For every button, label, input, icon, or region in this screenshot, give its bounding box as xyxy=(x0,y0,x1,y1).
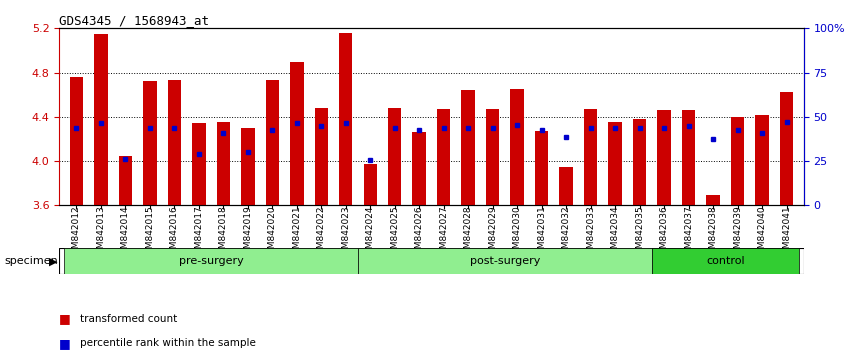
Text: post-surgery: post-surgery xyxy=(470,256,540,266)
Bar xyxy=(608,122,622,205)
Text: control: control xyxy=(706,256,744,266)
Bar xyxy=(535,131,548,205)
Text: GDS4345 / 1568943_at: GDS4345 / 1568943_at xyxy=(59,14,209,27)
Text: GSM842030: GSM842030 xyxy=(513,205,522,260)
Bar xyxy=(241,128,255,205)
Bar xyxy=(364,164,377,205)
Bar xyxy=(69,77,83,205)
Text: GSM842035: GSM842035 xyxy=(635,205,644,260)
Bar xyxy=(584,109,597,205)
Text: GSM842021: GSM842021 xyxy=(292,205,301,260)
Bar xyxy=(461,90,475,205)
Text: GSM842036: GSM842036 xyxy=(660,205,668,260)
Bar xyxy=(388,108,402,205)
Text: ■: ■ xyxy=(59,312,71,325)
Bar xyxy=(633,119,646,205)
Bar xyxy=(266,80,279,205)
FancyBboxPatch shape xyxy=(64,248,358,274)
Text: percentile rank within the sample: percentile rank within the sample xyxy=(80,338,256,348)
Text: ■: ■ xyxy=(59,337,71,350)
Text: GSM842015: GSM842015 xyxy=(146,205,154,260)
Bar xyxy=(143,81,157,205)
Bar xyxy=(168,80,181,205)
Text: GSM842020: GSM842020 xyxy=(268,205,277,260)
Text: GSM842038: GSM842038 xyxy=(709,205,717,260)
Text: GSM842019: GSM842019 xyxy=(244,205,252,260)
Bar xyxy=(780,92,794,205)
Text: GSM842022: GSM842022 xyxy=(316,205,326,260)
Text: GSM842039: GSM842039 xyxy=(733,205,742,260)
Text: ▶: ▶ xyxy=(49,256,58,266)
Bar xyxy=(437,109,450,205)
Text: GSM842017: GSM842017 xyxy=(195,205,203,260)
Text: GSM842041: GSM842041 xyxy=(782,205,791,260)
Bar xyxy=(731,117,744,205)
Bar xyxy=(755,115,769,205)
FancyBboxPatch shape xyxy=(358,248,652,274)
Text: GSM842033: GSM842033 xyxy=(586,205,595,260)
Text: GSM842013: GSM842013 xyxy=(96,205,106,260)
Text: GSM842026: GSM842026 xyxy=(415,205,424,260)
Text: GSM842029: GSM842029 xyxy=(488,205,497,260)
Text: GSM842016: GSM842016 xyxy=(170,205,179,260)
Text: pre-surgery: pre-surgery xyxy=(179,256,244,266)
Text: GSM842028: GSM842028 xyxy=(464,205,473,260)
Text: GSM842024: GSM842024 xyxy=(365,205,375,260)
Bar xyxy=(217,122,230,205)
FancyBboxPatch shape xyxy=(652,248,799,274)
Bar xyxy=(192,124,206,205)
Bar xyxy=(339,33,353,205)
Text: GSM842031: GSM842031 xyxy=(537,205,547,260)
Text: GSM842023: GSM842023 xyxy=(341,205,350,260)
Text: GSM842025: GSM842025 xyxy=(390,205,399,260)
Text: GSM842037: GSM842037 xyxy=(684,205,693,260)
Bar xyxy=(510,89,524,205)
Bar xyxy=(559,167,573,205)
Text: GSM842034: GSM842034 xyxy=(611,205,619,260)
Text: GSM842027: GSM842027 xyxy=(439,205,448,260)
Bar xyxy=(94,34,107,205)
Bar xyxy=(290,62,304,205)
Text: GSM842018: GSM842018 xyxy=(219,205,228,260)
Text: specimen: specimen xyxy=(4,256,58,266)
Text: GSM842014: GSM842014 xyxy=(121,205,129,260)
Bar xyxy=(682,110,695,205)
Bar xyxy=(486,109,499,205)
Text: GSM842012: GSM842012 xyxy=(72,205,81,260)
Bar xyxy=(413,132,426,205)
Text: transformed count: transformed count xyxy=(80,314,178,324)
Bar xyxy=(315,108,328,205)
Bar xyxy=(657,110,671,205)
Text: GSM842032: GSM842032 xyxy=(562,205,571,260)
Bar xyxy=(706,195,720,205)
Text: GSM842040: GSM842040 xyxy=(757,205,766,260)
Bar xyxy=(118,155,132,205)
